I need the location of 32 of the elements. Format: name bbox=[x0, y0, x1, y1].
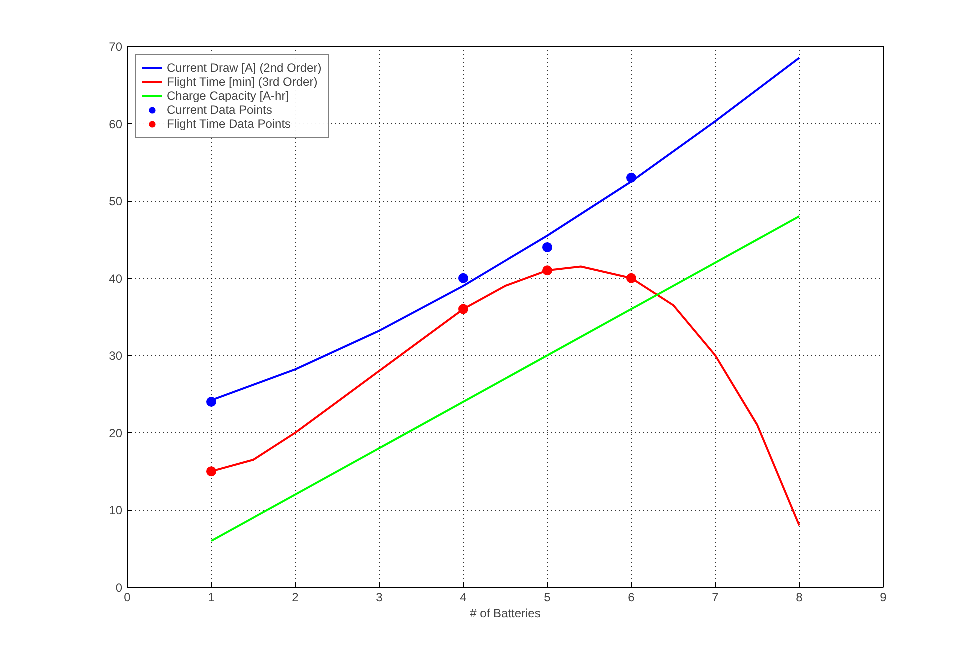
point bbox=[626, 172, 636, 183]
y-tick-label: 40 bbox=[109, 272, 123, 286]
x-tick-label: 4 bbox=[460, 590, 468, 604]
point bbox=[542, 266, 552, 276]
point bbox=[458, 304, 468, 314]
x-tick-label: 0 bbox=[124, 590, 132, 604]
legend-label: Current Draw [A] (2nd Order) bbox=[167, 61, 322, 75]
x-tick-label: 5 bbox=[544, 590, 552, 604]
x-tick-label: 9 bbox=[880, 590, 888, 604]
x-tick-label: 8 bbox=[796, 590, 804, 604]
x-axis-title: # of Batteries bbox=[470, 606, 541, 620]
point bbox=[206, 397, 216, 408]
y-tick-label: 20 bbox=[109, 426, 123, 440]
legend-label: Current Data Points bbox=[167, 103, 272, 117]
point bbox=[542, 242, 552, 252]
y-tick-label: 30 bbox=[109, 349, 123, 364]
point bbox=[626, 273, 636, 284]
legend-label: Charge Capacity [A-hr] bbox=[167, 89, 290, 103]
point bbox=[206, 466, 216, 477]
point bbox=[458, 273, 468, 284]
y-tick-label: 60 bbox=[109, 117, 123, 132]
x-tick-label: 3 bbox=[376, 590, 384, 604]
y-tick-label: 10 bbox=[109, 504, 123, 518]
y-tick-label: 0 bbox=[116, 581, 123, 595]
y-tick-label: 50 bbox=[109, 194, 123, 209]
legend-label: Flight Time Data Points bbox=[167, 117, 292, 131]
y-tick-label: 70 bbox=[109, 40, 123, 54]
x-tick-label: 1 bbox=[208, 590, 216, 604]
legend-label: Flight Time [min] (3rd Order) bbox=[167, 75, 318, 89]
x-tick-label: 2 bbox=[292, 590, 300, 604]
x-tick-label: 6 bbox=[628, 590, 636, 604]
x-tick-label: 7 bbox=[712, 590, 720, 604]
